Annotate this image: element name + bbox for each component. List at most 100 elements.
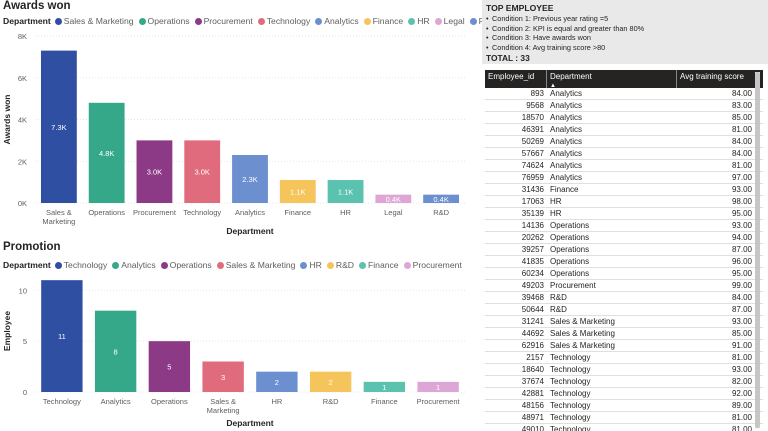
bar[interactable] (423, 194, 460, 203)
table-row[interactable]: 76959 Analytics 97.00 (485, 172, 763, 184)
promotion-legend-item[interactable]: R&D (326, 260, 354, 270)
promotion-legend-item[interactable]: HR (300, 260, 322, 270)
table-row[interactable]: 39468 R&D 84.00 (485, 292, 763, 304)
awards-legend-item[interactable]: Sales & Marketing (54, 16, 134, 26)
bar[interactable] (309, 371, 352, 392)
promotion-legend-item[interactable]: Finance (359, 260, 399, 270)
table-row[interactable]: 31241 Sales & Marketing 93.00 (485, 316, 763, 328)
promotion-legend-item[interactable]: Operations (160, 260, 212, 270)
cell-department: Analytics (550, 89, 583, 98)
cell-avg-training-score: 92.00 (731, 389, 752, 398)
promotion-legend-item[interactable]: Procurement (403, 260, 462, 270)
column-header-department[interactable]: Department ▲ (547, 70, 677, 89)
cell-department: Analytics (550, 101, 583, 110)
x-tick-label: Analytics (235, 208, 265, 217)
bar[interactable] (417, 381, 459, 392)
table-row[interactable]: 42881 Technology 92.00 (485, 388, 763, 400)
cell-department: Operations (550, 257, 590, 266)
awards-legend-item[interactable]: Operations (138, 16, 190, 26)
bar[interactable] (40, 50, 77, 203)
promotion-chart-title: Promotion (3, 241, 61, 253)
table-row[interactable]: 50269 Analytics 84.00 (485, 136, 763, 148)
legend-label: Legal (443, 16, 465, 26)
legend-dot-icon (326, 261, 334, 269)
table-row[interactable]: 60234 Operations 95.00 (485, 268, 763, 280)
awards-legend-item[interactable]: Procurement (194, 16, 253, 26)
cell-department: R&D (550, 305, 567, 314)
table-row[interactable]: 17063 HR 98.00 (485, 196, 763, 208)
table-row[interactable]: 893 Analytics 84.00 (485, 88, 763, 100)
table-row[interactable]: 18570 Analytics 85.00 (485, 112, 763, 124)
table-row[interactable]: 31436 Finance 93.00 (485, 184, 763, 196)
bar[interactable] (327, 180, 364, 203)
employee-table[interactable]: Employee_id Department ▲ Avg training sc… (485, 70, 763, 431)
cell-employee-id: 46391 (521, 125, 544, 134)
bar[interactable] (41, 280, 83, 392)
table-row[interactable]: 20262 Operations 94.00 (485, 232, 763, 244)
bar[interactable] (375, 194, 412, 203)
cell-avg-training-score: 81.00 (731, 425, 752, 431)
awards-won-chart[interactable]: Awards won Department Sales & Marketing O… (0, 0, 497, 236)
table-row[interactable]: 48971 Technology 81.00 (485, 412, 763, 424)
data-label: 7.3K (51, 123, 66, 132)
column-header-employee-id[interactable]: Employee_id (485, 70, 547, 88)
cell-department: Technology (550, 425, 591, 431)
cell-avg-training-score: 95.00 (731, 269, 752, 278)
table-row[interactable]: 48156 Technology 89.00 (485, 400, 763, 412)
table-row[interactable]: 46391 Analytics 81.00 (485, 124, 763, 136)
cell-employee-id: 35139 (521, 209, 544, 218)
cell-employee-id: 17063 (521, 197, 544, 206)
awards-legend-item[interactable]: Technology (257, 16, 310, 26)
bar[interactable] (256, 371, 298, 392)
column-header-avg-training-score[interactable]: Avg training score (680, 72, 744, 81)
table-row[interactable]: 57667 Analytics 84.00 (485, 148, 763, 160)
table-row[interactable]: 49010 Technology 81.00 (485, 424, 763, 431)
bar[interactable] (232, 154, 268, 203)
bar[interactable] (94, 310, 137, 392)
table-row[interactable]: 18640 Technology 93.00 (485, 364, 763, 376)
data-label: 0.4K (386, 195, 401, 204)
table-row[interactable]: 37674 Technology 82.00 (485, 376, 763, 388)
sort-ascending-icon: ▲ (550, 83, 556, 89)
table-row[interactable]: 39257 Operations 87.00 (485, 244, 763, 256)
awards-legend-item[interactable]: Legal (434, 16, 465, 26)
cell-employee-id: 50269 (521, 137, 544, 146)
cell-employee-id: 9568 (526, 101, 544, 110)
legend-dot-icon (300, 261, 308, 269)
bar[interactable] (88, 102, 125, 203)
bar[interactable] (184, 140, 221, 203)
x-tick-label: HR (340, 208, 351, 217)
cell-employee-id: 57667 (521, 149, 544, 158)
promotion-chart[interactable]: Promotion Department Technology Analytics… (0, 240, 470, 431)
legend-label: Analytics (121, 260, 156, 270)
promotion-legend-item[interactable]: Sales & Marketing (216, 260, 295, 270)
scrollbar-thumb[interactable] (755, 72, 760, 428)
bar[interactable] (363, 381, 406, 392)
table-row[interactable]: 74624 Analytics 81.00 (485, 160, 763, 172)
table-row[interactable]: 49203 Procurement 99.00 (485, 280, 763, 292)
table-row[interactable]: 44692 Sales & Marketing 85.00 (485, 328, 763, 340)
awards-legend-item[interactable]: Analytics (315, 16, 359, 26)
table-row[interactable]: 50644 R&D 87.00 (485, 304, 763, 316)
awards-legend-item[interactable]: HR (408, 16, 430, 26)
table-scrollbar[interactable] (755, 72, 760, 429)
table-row[interactable]: 35139 HR 95.00 (485, 208, 763, 220)
cell-employee-id: 39257 (521, 245, 544, 254)
bar[interactable] (136, 140, 173, 203)
table-row[interactable]: 14136 Operations 93.00 (485, 220, 763, 232)
cell-employee-id: 37674 (521, 377, 544, 386)
column-header-department-label: Department (550, 72, 592, 81)
legend-label: HR (309, 260, 322, 270)
bar[interactable] (148, 341, 191, 392)
table-row[interactable]: 41835 Operations 96.00 (485, 256, 763, 268)
bar[interactable] (202, 361, 244, 393)
x-tick-label: Sales & (46, 208, 72, 217)
legend-label: HR (417, 16, 430, 26)
awards-legend-item[interactable]: Finance (363, 16, 403, 26)
table-row[interactable]: 2157 Technology 81.00 (485, 352, 763, 364)
table-row[interactable]: 62916 Sales & Marketing 91.00 (485, 340, 763, 352)
promotion-legend-item[interactable]: Analytics (112, 260, 156, 270)
promotion-legend-item[interactable]: Technology (54, 260, 107, 270)
bar[interactable] (279, 180, 316, 203)
table-row[interactable]: 9568 Analytics 83.00 (485, 100, 763, 112)
